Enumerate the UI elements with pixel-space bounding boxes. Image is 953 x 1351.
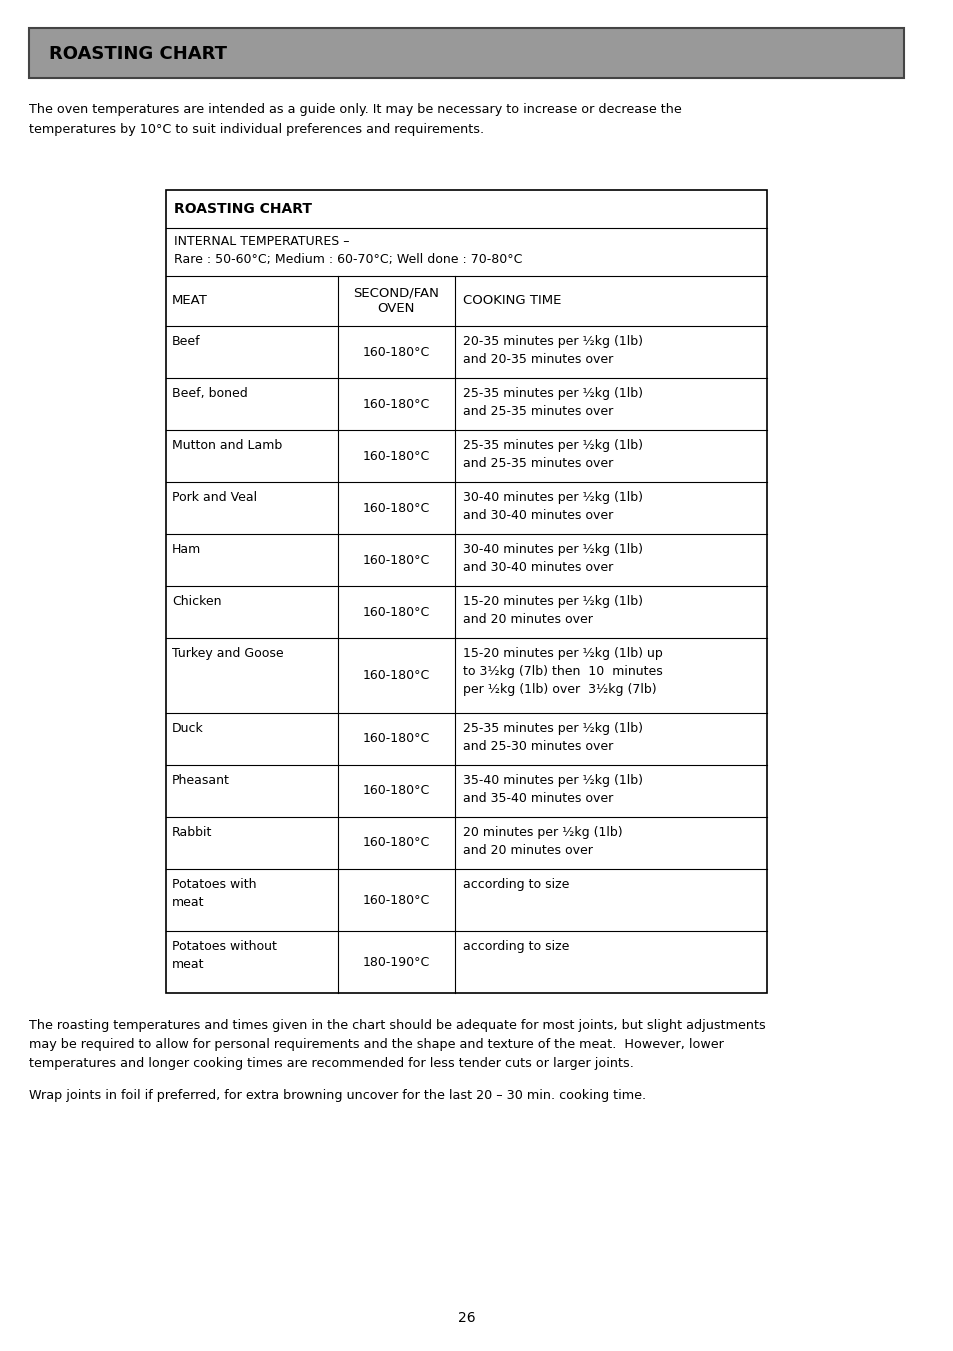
Text: ROASTING CHART: ROASTING CHART — [174, 203, 312, 216]
Text: Turkey and Goose: Turkey and Goose — [172, 647, 284, 661]
Text: 20-35 minutes per ½kg (1lb)
and 20-35 minutes over: 20-35 minutes per ½kg (1lb) and 20-35 mi… — [462, 335, 642, 366]
Text: according to size: according to size — [462, 940, 569, 952]
Text: 25-35 minutes per ½kg (1lb)
and 25-35 minutes over: 25-35 minutes per ½kg (1lb) and 25-35 mi… — [462, 386, 642, 417]
Text: 180-190°C: 180-190°C — [362, 955, 430, 969]
Text: Pork and Veal: Pork and Veal — [172, 490, 257, 504]
Text: 160-180°C: 160-180°C — [362, 397, 430, 411]
Text: Potatoes with
meat: Potatoes with meat — [172, 878, 256, 909]
Text: MEAT: MEAT — [172, 295, 208, 308]
Text: The roasting temperatures and times given in the chart should be adequate for mo: The roasting temperatures and times give… — [30, 1019, 765, 1070]
Text: 160-180°C: 160-180°C — [362, 785, 430, 797]
Text: 160-180°C: 160-180°C — [362, 605, 430, 619]
Text: 160-180°C: 160-180°C — [362, 450, 430, 462]
Text: 160-180°C: 160-180°C — [362, 893, 430, 907]
Text: COOKING TIME: COOKING TIME — [462, 295, 560, 308]
Text: 160-180°C: 160-180°C — [362, 501, 430, 515]
Text: 160-180°C: 160-180°C — [362, 732, 430, 746]
Text: Rabbit: Rabbit — [172, 825, 213, 839]
Text: Duck: Duck — [172, 721, 204, 735]
Text: 25-35 minutes per ½kg (1lb)
and 25-35 minutes over: 25-35 minutes per ½kg (1lb) and 25-35 mi… — [462, 439, 642, 470]
Text: 15-20 minutes per ½kg (1lb)
and 20 minutes over: 15-20 minutes per ½kg (1lb) and 20 minut… — [462, 594, 642, 626]
FancyBboxPatch shape — [30, 28, 903, 78]
Text: The oven temperatures are intended as a guide only. It may be necessary to incre: The oven temperatures are intended as a … — [30, 103, 681, 135]
Text: 26: 26 — [457, 1310, 475, 1325]
Text: Pheasant: Pheasant — [172, 774, 230, 788]
Text: 160-180°C: 160-180°C — [362, 346, 430, 358]
Text: Wrap joints in foil if preferred, for extra browning uncover for the last 20 – 3: Wrap joints in foil if preferred, for ex… — [30, 1089, 646, 1102]
Text: 160-180°C: 160-180°C — [362, 836, 430, 850]
Text: INTERNAL TEMPERATURES –
Rare : 50-60°C; Medium : 60-70°C; Well done : 70-80°C: INTERNAL TEMPERATURES – Rare : 50-60°C; … — [174, 235, 522, 266]
Text: 160-180°C: 160-180°C — [362, 669, 430, 682]
Text: 30-40 minutes per ½kg (1lb)
and 30-40 minutes over: 30-40 minutes per ½kg (1lb) and 30-40 mi… — [462, 490, 642, 521]
Text: 160-180°C: 160-180°C — [362, 554, 430, 566]
Text: Chicken: Chicken — [172, 594, 221, 608]
Text: 25-35 minutes per ½kg (1lb)
and 25-30 minutes over: 25-35 minutes per ½kg (1lb) and 25-30 mi… — [462, 721, 642, 753]
Text: Mutton and Lamb: Mutton and Lamb — [172, 439, 282, 453]
Text: Ham: Ham — [172, 543, 201, 557]
Text: Beef: Beef — [172, 335, 200, 349]
Text: according to size: according to size — [462, 878, 569, 892]
Text: SECOND/FAN
OVEN: SECOND/FAN OVEN — [353, 286, 438, 315]
FancyBboxPatch shape — [166, 190, 766, 993]
Text: Potatoes without
meat: Potatoes without meat — [172, 940, 276, 971]
Text: 30-40 minutes per ½kg (1lb)
and 30-40 minutes over: 30-40 minutes per ½kg (1lb) and 30-40 mi… — [462, 543, 642, 574]
Text: ROASTING CHART: ROASTING CHART — [49, 45, 227, 63]
Text: 35-40 minutes per ½kg (1lb)
and 35-40 minutes over: 35-40 minutes per ½kg (1lb) and 35-40 mi… — [462, 774, 642, 805]
Text: 15-20 minutes per ½kg (1lb) up
to 3½kg (7lb) then  10  minutes
per ½kg (1lb) ove: 15-20 minutes per ½kg (1lb) up to 3½kg (… — [462, 647, 661, 696]
Text: 20 minutes per ½kg (1lb)
and 20 minutes over: 20 minutes per ½kg (1lb) and 20 minutes … — [462, 825, 621, 857]
Text: Beef, boned: Beef, boned — [172, 386, 248, 400]
